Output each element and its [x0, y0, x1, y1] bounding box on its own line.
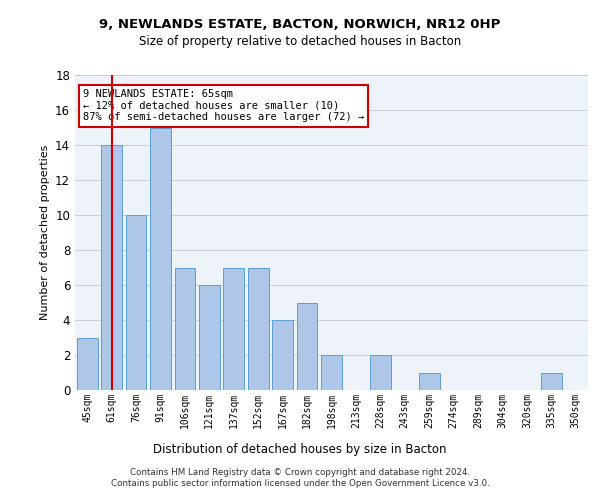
- Bar: [150, 128, 171, 390]
- Bar: [419, 372, 440, 390]
- Bar: [248, 268, 269, 390]
- Bar: [77, 338, 98, 390]
- Bar: [321, 355, 342, 390]
- Bar: [101, 145, 122, 390]
- Text: Contains HM Land Registry data © Crown copyright and database right 2024.
Contai: Contains HM Land Registry data © Crown c…: [110, 468, 490, 487]
- Bar: [541, 372, 562, 390]
- Text: Size of property relative to detached houses in Bacton: Size of property relative to detached ho…: [139, 35, 461, 48]
- Text: 9, NEWLANDS ESTATE, BACTON, NORWICH, NR12 0HP: 9, NEWLANDS ESTATE, BACTON, NORWICH, NR1…: [100, 18, 500, 30]
- Text: 9 NEWLANDS ESTATE: 65sqm
← 12% of detached houses are smaller (10)
87% of semi-d: 9 NEWLANDS ESTATE: 65sqm ← 12% of detach…: [83, 89, 364, 122]
- Bar: [272, 320, 293, 390]
- Bar: [370, 355, 391, 390]
- Text: Distribution of detached houses by size in Bacton: Distribution of detached houses by size …: [153, 442, 447, 456]
- Bar: [175, 268, 196, 390]
- Bar: [125, 215, 146, 390]
- Bar: [223, 268, 244, 390]
- Y-axis label: Number of detached properties: Number of detached properties: [40, 145, 50, 320]
- Bar: [199, 285, 220, 390]
- Bar: [296, 302, 317, 390]
